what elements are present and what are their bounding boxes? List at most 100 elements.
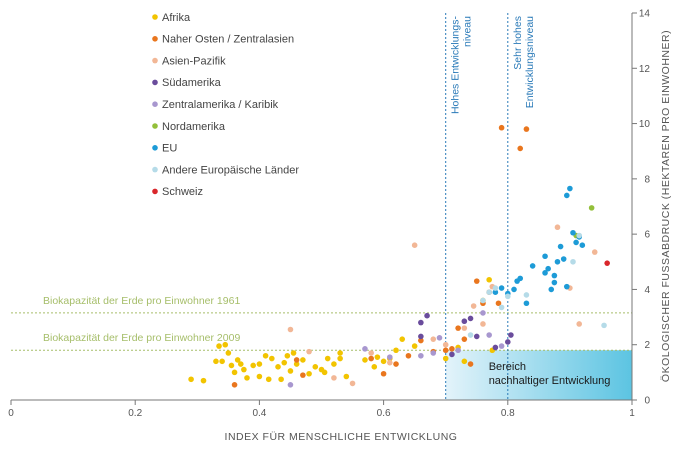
data-point xyxy=(265,376,272,383)
data-point xyxy=(188,376,194,383)
data-point xyxy=(287,381,294,388)
data-point xyxy=(312,364,319,370)
data-point xyxy=(511,286,517,293)
data-point xyxy=(461,325,468,331)
data-point xyxy=(237,361,244,367)
x-tick-label: 0.8 xyxy=(501,408,515,419)
data-point xyxy=(343,373,350,380)
data-point xyxy=(517,145,524,152)
data-point xyxy=(371,364,378,370)
series-7 xyxy=(467,232,607,338)
data-point xyxy=(337,350,343,356)
data-point xyxy=(374,354,381,360)
data-point xyxy=(405,352,412,359)
data-point xyxy=(442,341,449,348)
legend-label: Asien-Pazifik xyxy=(162,55,226,67)
data-point xyxy=(324,355,331,362)
data-point xyxy=(523,292,530,298)
data-point xyxy=(399,336,406,342)
data-point xyxy=(430,336,437,342)
data-point xyxy=(461,318,468,325)
data-point xyxy=(517,275,524,282)
series-4 xyxy=(287,310,505,388)
data-point xyxy=(234,357,241,363)
development-level-label: niveau xyxy=(462,16,474,47)
y-tick-label: 4 xyxy=(644,285,650,296)
data-point xyxy=(349,380,356,387)
data-point xyxy=(269,355,275,362)
data-point xyxy=(449,351,455,358)
data-point xyxy=(424,312,430,319)
data-point xyxy=(368,355,374,362)
data-point xyxy=(442,355,449,362)
data-point xyxy=(442,347,449,354)
data-point xyxy=(604,260,610,266)
data-point xyxy=(331,361,337,367)
data-point xyxy=(321,369,328,376)
data-point xyxy=(449,346,455,352)
data-point xyxy=(331,375,337,381)
legend-marker xyxy=(152,101,158,107)
data-point xyxy=(225,350,232,356)
data-point xyxy=(418,333,424,340)
data-point xyxy=(573,239,579,246)
legend-marker xyxy=(152,79,158,86)
data-point xyxy=(588,205,595,211)
legend-marker xyxy=(152,36,158,42)
data-point xyxy=(387,354,393,360)
data-point xyxy=(418,352,424,359)
data-point xyxy=(551,272,558,279)
data-point xyxy=(492,344,499,351)
data-point xyxy=(337,355,343,362)
data-point xyxy=(579,242,586,248)
data-point xyxy=(231,381,238,388)
legend-marker xyxy=(152,57,158,64)
series-5 xyxy=(573,205,595,239)
legend-label: Schweiz xyxy=(162,186,203,198)
data-point xyxy=(287,368,294,374)
data-point xyxy=(570,229,576,236)
data-point xyxy=(380,358,387,365)
data-point xyxy=(387,359,393,366)
data-point xyxy=(492,289,499,295)
legend-label: Naher Osten / Zentralasien xyxy=(162,34,294,46)
series-2 xyxy=(287,224,598,387)
data-point xyxy=(256,373,263,380)
data-point xyxy=(306,348,312,355)
data-point xyxy=(508,332,514,338)
data-point xyxy=(523,126,530,132)
data-point xyxy=(563,192,570,199)
data-point xyxy=(576,232,583,239)
data-point xyxy=(368,350,374,356)
region-label: nachhaltiger Entwicklung xyxy=(489,375,611,387)
data-point xyxy=(473,278,480,284)
y-tick-label: 2 xyxy=(644,340,650,351)
y-axis-label: ÖKOLOGISCHER FUSSABDRUCK (HEKTAREN PRO E… xyxy=(660,30,672,382)
data-point xyxy=(467,361,474,367)
data-point xyxy=(213,358,219,365)
data-point xyxy=(554,224,561,231)
legend-label: Südamerika xyxy=(162,77,222,89)
data-point xyxy=(228,362,235,369)
series-6 xyxy=(492,185,586,307)
data-point xyxy=(570,258,576,265)
data-point xyxy=(563,283,570,290)
series-3 xyxy=(418,312,514,358)
biocapacity-label: Biokapazität der Erde pro Einwohner 2009 xyxy=(43,332,240,344)
development-level-label: Sehr hohes xyxy=(512,16,524,70)
data-point xyxy=(542,270,548,276)
data-point xyxy=(467,332,474,338)
data-point xyxy=(498,124,505,131)
data-point xyxy=(576,321,583,327)
data-point xyxy=(560,256,567,262)
data-point xyxy=(393,361,399,367)
data-point xyxy=(418,337,424,344)
data-point xyxy=(480,321,486,327)
data-point xyxy=(554,258,561,265)
legend-marker xyxy=(152,14,158,20)
data-point xyxy=(293,357,300,363)
data-point xyxy=(290,350,297,356)
data-point xyxy=(461,336,468,342)
data-point xyxy=(222,341,229,348)
